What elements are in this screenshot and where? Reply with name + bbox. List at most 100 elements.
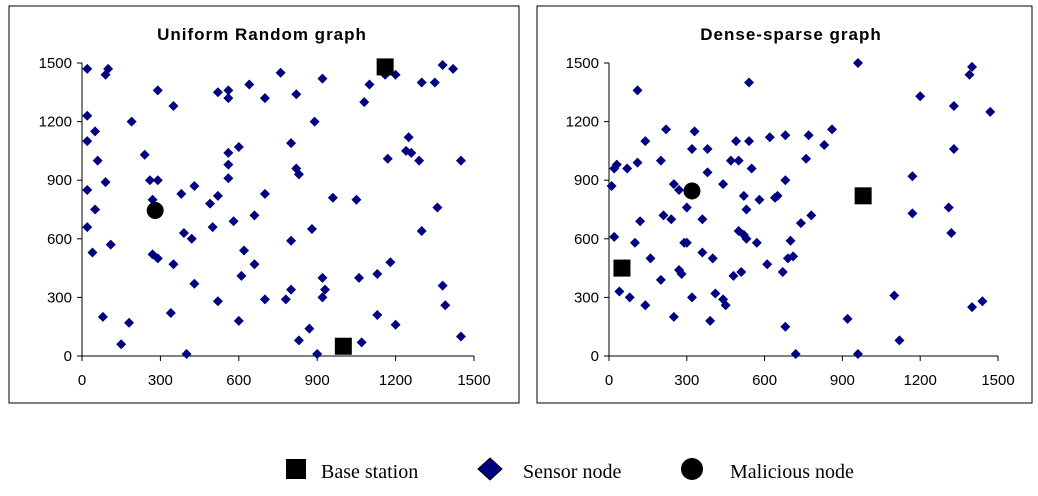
sensor-node-point xyxy=(710,288,721,299)
sensor-node-point xyxy=(233,141,244,152)
sensor-node-point xyxy=(437,280,448,291)
sensor-node-point xyxy=(82,184,93,195)
legend: Base station Sensor node Malicious node xyxy=(286,457,854,483)
sensor-node-point xyxy=(686,292,697,303)
x-tick-label: 900 xyxy=(830,372,855,389)
sensor-node-point xyxy=(819,140,830,151)
x-tick-label: 1500 xyxy=(457,372,490,389)
uniform-random-panel: Uniform Random graph 0300600900120015000… xyxy=(8,5,520,404)
sensor-node-point xyxy=(144,175,155,186)
sensor-node-point xyxy=(390,319,401,330)
sensor-node-point xyxy=(293,335,304,346)
sensor-node-point xyxy=(306,224,317,235)
sensor-node-point xyxy=(152,253,163,264)
sensor-node-point xyxy=(915,91,926,102)
sensor-node-point xyxy=(676,268,687,279)
sensor-node-point xyxy=(82,110,93,121)
base-station-point xyxy=(334,337,352,355)
sensor-node-point xyxy=(416,77,427,88)
sensor-node-point xyxy=(790,349,801,360)
sensor-node-point xyxy=(448,63,459,74)
y-tick-label: 0 xyxy=(591,348,599,365)
sensor-node-point xyxy=(658,210,669,221)
sensor-node-point xyxy=(731,136,742,147)
sensor-node-point xyxy=(317,272,328,283)
sensor-node-point xyxy=(655,274,666,285)
sensor-node-point xyxy=(327,192,338,203)
sensor-node-point xyxy=(674,184,685,195)
sensor-node-point xyxy=(152,175,163,186)
sensor-node-point xyxy=(351,194,362,205)
data-marks xyxy=(82,58,466,360)
sensor-node-point xyxy=(697,247,708,258)
sensor-node-point xyxy=(176,188,187,199)
sensor-node-point xyxy=(293,169,304,180)
sensor-node-point xyxy=(795,218,806,229)
sensor-node-point xyxy=(228,216,239,227)
sensor-node-point xyxy=(655,155,666,166)
sensor-node-point xyxy=(186,233,197,244)
dense-sparse-panel: Dense-sparse graph 0 300 600 900 1200 1500 0 30… xyxy=(536,5,1033,404)
x-tick-label: 0 xyxy=(605,372,613,389)
x-tick-label: 300 xyxy=(148,372,173,389)
sensor-node-point xyxy=(780,321,791,332)
sensor-node-point xyxy=(82,222,93,233)
sensor-node-point xyxy=(777,267,788,278)
legend-malicious-node-marker xyxy=(681,458,703,480)
sensor-node-point xyxy=(733,155,744,166)
sensor-node-point xyxy=(239,245,250,256)
base-station-point xyxy=(613,259,631,277)
sensor-node-point xyxy=(702,167,713,178)
sensor-node-point xyxy=(803,130,814,141)
sensor-node-point xyxy=(372,268,383,279)
base-station-point xyxy=(854,187,872,205)
y-tick-label: 600 xyxy=(47,231,72,248)
sensor-node-point xyxy=(356,337,367,348)
sensor-node-point xyxy=(100,69,111,80)
sensor-node-point xyxy=(382,153,393,164)
sensor-node-point xyxy=(233,315,244,326)
sensor-node-point xyxy=(97,311,108,322)
sensor-node-point xyxy=(317,292,328,303)
sensor-node-point xyxy=(728,270,739,281)
y-tick-label: 300 xyxy=(47,289,72,306)
sensor-node-point xyxy=(788,251,799,262)
sensor-node-point xyxy=(946,227,957,238)
sensor-node-point xyxy=(223,85,234,96)
sensor-node-point xyxy=(632,85,643,96)
sensor-node-point xyxy=(827,124,838,135)
sensor-node-point xyxy=(606,181,617,192)
sensor-node-point xyxy=(309,116,320,127)
sensor-node-point xyxy=(100,177,111,188)
y-tick-label: 900 xyxy=(574,172,599,189)
sensor-node-point xyxy=(223,147,234,158)
sensor-node-point xyxy=(718,179,729,190)
y-tick-label: 1500 xyxy=(566,55,599,72)
sensor-node-point xyxy=(455,155,466,166)
sensor-node-point xyxy=(668,179,679,190)
sensor-node-point xyxy=(416,225,427,236)
sensor-node-point xyxy=(894,335,905,346)
sensor-node-point xyxy=(782,253,793,264)
sensor-node-point xyxy=(705,315,716,326)
sensor-node-point xyxy=(645,253,656,264)
x-tick-label: 1500 xyxy=(981,372,1014,389)
sensor-node-point xyxy=(207,222,218,233)
sensor-node-point xyxy=(259,93,270,104)
sensor-node-point xyxy=(964,69,975,80)
y-tick-label: 300 xyxy=(574,289,599,306)
sensor-node-point xyxy=(181,349,192,360)
sensor-node-point xyxy=(744,136,755,147)
sensor-node-point xyxy=(90,126,101,137)
sensor-node-point xyxy=(168,100,179,111)
sensor-node-point xyxy=(205,198,216,209)
sensor-node-point xyxy=(372,309,383,320)
sensor-node-point xyxy=(92,155,103,166)
sensor-node-point xyxy=(640,300,651,311)
legend-base-station-marker xyxy=(286,459,306,479)
y-tick-label: 900 xyxy=(47,172,72,189)
sensor-node-point xyxy=(212,87,223,98)
sensor-node-point xyxy=(259,294,270,305)
legend-base-station-label: Base station xyxy=(321,461,418,483)
